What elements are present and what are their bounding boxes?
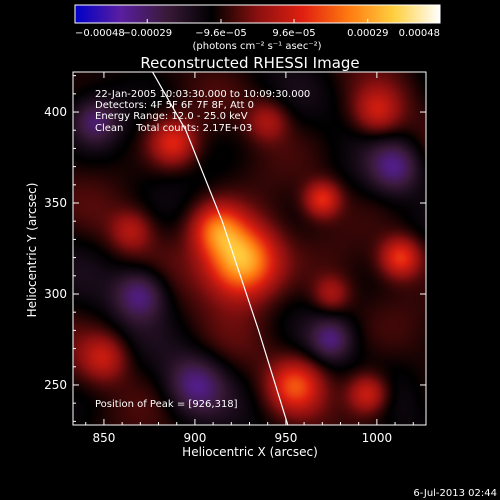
colorbar-tick-label: −9.6e−05 xyxy=(195,28,247,39)
y-tick-label: 400 xyxy=(44,105,67,119)
y-tick-label: 300 xyxy=(44,287,67,301)
footer-timestamp: 6-Jul-2013 02:44 xyxy=(413,488,497,499)
image-area xyxy=(73,72,426,425)
y-axis-label: Heliocentric Y (arcsec) xyxy=(25,183,39,318)
info-line-energy: Energy Range: 12.0 - 25.0 keV xyxy=(95,111,248,122)
chart-title: Reconstructed RHESSI Image xyxy=(140,54,359,72)
peak-position-label: Position of Peak = [926,318] xyxy=(95,399,238,410)
heatmap-image xyxy=(73,72,426,425)
x-tick-label: 950 xyxy=(274,431,297,445)
info-block: 22-Jan-2005 10:03:30.000 to 10:09:30.000… xyxy=(95,89,310,134)
colorbar-tick-label: 0.00029 xyxy=(347,28,388,39)
colorbar-tick-label: 0.00048 xyxy=(399,28,440,39)
colorbar xyxy=(74,4,441,24)
y-tick-label: 250 xyxy=(44,378,67,392)
colorbar-unit-label: (photons cm⁻² s⁻¹ asec⁻²) xyxy=(192,41,321,52)
x-tick-label: 1000 xyxy=(362,431,393,445)
info-line-counts: Clean Total counts: 2.17E+03 xyxy=(95,123,252,134)
y-axis: 250 300 350 400 xyxy=(44,75,426,422)
x-tick-label: 850 xyxy=(92,431,115,445)
x-tick-label: 900 xyxy=(183,431,206,445)
info-line-detectors: Detectors: 4F 5F 6F 7F 8F, Att 0 xyxy=(95,100,254,111)
colorbar-tick-label: 9.6e−05 xyxy=(272,28,315,39)
colorbar-tick-label: −0.00029 xyxy=(122,28,172,39)
info-line-time: 22-Jan-2005 10:03:30.000 to 10:09:30.000 xyxy=(95,89,310,100)
colorbar-tick-label: −0.00048 xyxy=(75,28,125,39)
x-axis-label: Heliocentric X (arcsec) xyxy=(182,445,318,459)
colorbar-ticks: −0.00048−0.00029 −9.6e−05 9.6e−05 0.00029 0.… xyxy=(74,19,441,39)
x-axis: 850 900 950 1000 xyxy=(85,72,414,445)
solar-limb-line xyxy=(151,72,289,425)
y-tick-label: 350 xyxy=(44,196,67,210)
